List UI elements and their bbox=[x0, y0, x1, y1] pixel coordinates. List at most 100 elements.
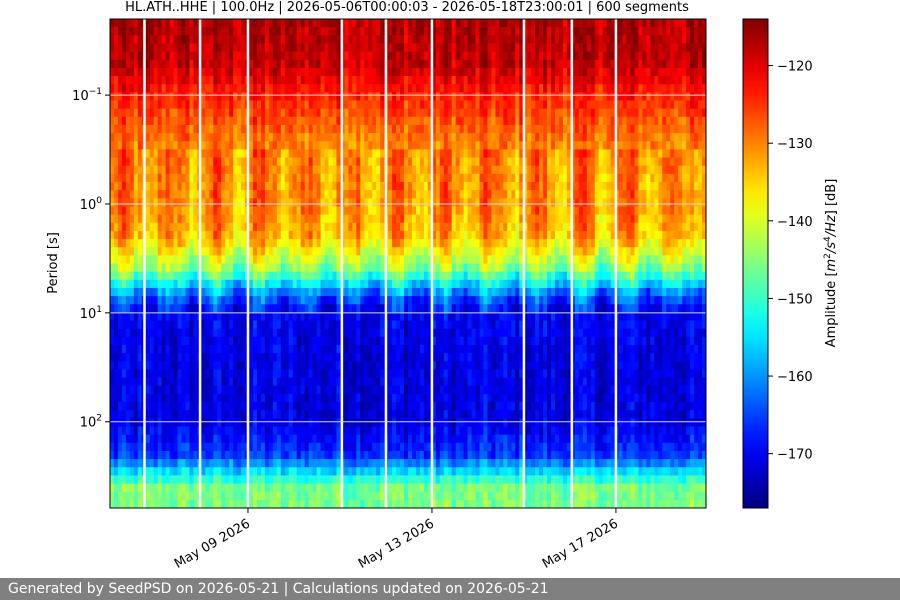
heatmap-cell bbox=[137, 361, 143, 371]
heatmap-cell bbox=[173, 393, 179, 403]
heatmap-cell bbox=[129, 320, 135, 330]
heatmap-cell bbox=[169, 255, 175, 265]
heatmap-cell bbox=[137, 239, 143, 248]
heatmap-cell bbox=[276, 442, 282, 452]
heatmap-cell bbox=[344, 434, 349, 444]
heatmap-cell bbox=[352, 279, 357, 289]
heatmap-cell bbox=[177, 467, 183, 476]
heatmap-cell bbox=[368, 361, 373, 371]
heatmap-cell bbox=[241, 385, 246, 395]
heatmap-cell bbox=[419, 393, 425, 403]
heatmap-cell bbox=[137, 76, 143, 85]
heatmap-cell bbox=[352, 43, 357, 53]
heatmap-cell bbox=[129, 182, 135, 191]
heatmap-cell bbox=[157, 491, 163, 501]
heatmap-cell bbox=[336, 336, 342, 346]
heatmap-cell bbox=[376, 491, 381, 501]
heatmap-cell bbox=[205, 393, 210, 403]
heatmap-cell bbox=[221, 426, 226, 436]
heatmap-cell bbox=[356, 255, 361, 265]
heatmap-cell bbox=[288, 418, 294, 428]
heatmap-cell bbox=[396, 133, 401, 142]
heatmap-cell bbox=[272, 402, 278, 411]
heatmap-cell bbox=[431, 271, 437, 281]
heatmap-cell bbox=[157, 43, 163, 53]
heatmap-cell bbox=[272, 328, 278, 338]
heatmap-cell bbox=[213, 385, 218, 395]
heatmap-cell bbox=[300, 287, 306, 297]
heatmap-cell bbox=[157, 124, 163, 134]
heatmap-cell bbox=[300, 206, 306, 216]
heatmap-cell bbox=[292, 328, 298, 338]
heatmap-cell bbox=[284, 35, 290, 45]
heatmap-cell bbox=[423, 279, 429, 289]
heatmap-cell bbox=[237, 491, 242, 501]
heatmap-cell bbox=[161, 434, 167, 444]
heatmap-cell bbox=[268, 418, 274, 428]
heatmap-cell bbox=[189, 108, 195, 118]
heatmap-cell bbox=[205, 27, 210, 36]
heatmap-cell bbox=[376, 304, 381, 313]
heatmap-cell bbox=[117, 271, 123, 281]
heatmap-cell bbox=[257, 35, 262, 45]
heatmap-cell bbox=[217, 222, 222, 232]
heatmap-cell bbox=[217, 35, 222, 45]
heatmap-cell bbox=[201, 182, 206, 191]
heatmap-cell bbox=[169, 19, 175, 28]
heatmap-cell bbox=[173, 467, 179, 476]
heatmap-cell bbox=[304, 304, 310, 313]
heatmap-cell bbox=[169, 100, 175, 110]
heatmap-cell bbox=[392, 67, 397, 77]
heatmap-cell bbox=[260, 157, 266, 167]
heatmap-cell bbox=[324, 76, 330, 85]
heatmap-cell bbox=[392, 410, 397, 419]
heatmap-cell bbox=[185, 279, 191, 289]
heatmap-cell bbox=[157, 483, 163, 493]
heatmap-cell bbox=[396, 51, 401, 61]
heatmap-cell bbox=[423, 393, 429, 403]
heatmap-cell bbox=[300, 385, 306, 395]
heatmap-cell bbox=[284, 230, 290, 240]
heatmap-cell bbox=[113, 222, 119, 232]
heatmap-cell bbox=[213, 124, 218, 134]
heatmap-cell bbox=[364, 182, 369, 191]
heatmap-cell bbox=[173, 206, 179, 216]
heatmap-cell bbox=[260, 426, 266, 436]
heatmap-cell bbox=[157, 328, 163, 338]
heatmap-cell bbox=[229, 230, 234, 240]
heatmap-cell bbox=[185, 345, 191, 354]
heatmap-cell bbox=[241, 124, 246, 134]
heatmap-cell bbox=[380, 84, 385, 93]
heatmap-cell bbox=[201, 116, 206, 126]
heatmap-cell bbox=[288, 173, 294, 183]
heatmap-cell bbox=[221, 247, 226, 256]
heatmap-cell bbox=[189, 377, 195, 387]
heatmap-cell bbox=[201, 418, 206, 428]
heatmap-cell bbox=[225, 426, 230, 436]
heatmap-cell bbox=[268, 230, 274, 240]
heatmap-cell bbox=[431, 328, 437, 338]
heatmap-cell bbox=[181, 222, 187, 232]
heatmap-cell bbox=[233, 361, 238, 371]
heatmap-cell bbox=[110, 255, 115, 265]
heatmap-cell bbox=[404, 271, 409, 281]
heatmap-cell bbox=[284, 345, 290, 354]
heatmap-cell bbox=[380, 190, 385, 199]
heatmap-cell bbox=[241, 173, 246, 183]
heatmap-cell bbox=[225, 133, 230, 142]
heatmap-cell bbox=[392, 328, 397, 338]
heatmap-cell bbox=[284, 475, 290, 485]
heatmap-cell bbox=[308, 434, 314, 444]
heatmap-cell bbox=[185, 133, 191, 142]
heatmap-cell bbox=[237, 271, 242, 281]
heatmap-cell bbox=[201, 149, 206, 159]
heatmap-cell bbox=[157, 410, 163, 419]
heatmap-cell bbox=[264, 426, 270, 436]
heatmap-cell bbox=[257, 100, 262, 110]
heatmap-cell bbox=[117, 312, 123, 322]
heatmap-cell bbox=[332, 35, 338, 45]
heatmap-cell bbox=[280, 410, 286, 419]
heatmap-cell bbox=[229, 336, 234, 346]
heatmap-cell bbox=[149, 450, 155, 460]
heatmap-cell bbox=[392, 133, 397, 142]
